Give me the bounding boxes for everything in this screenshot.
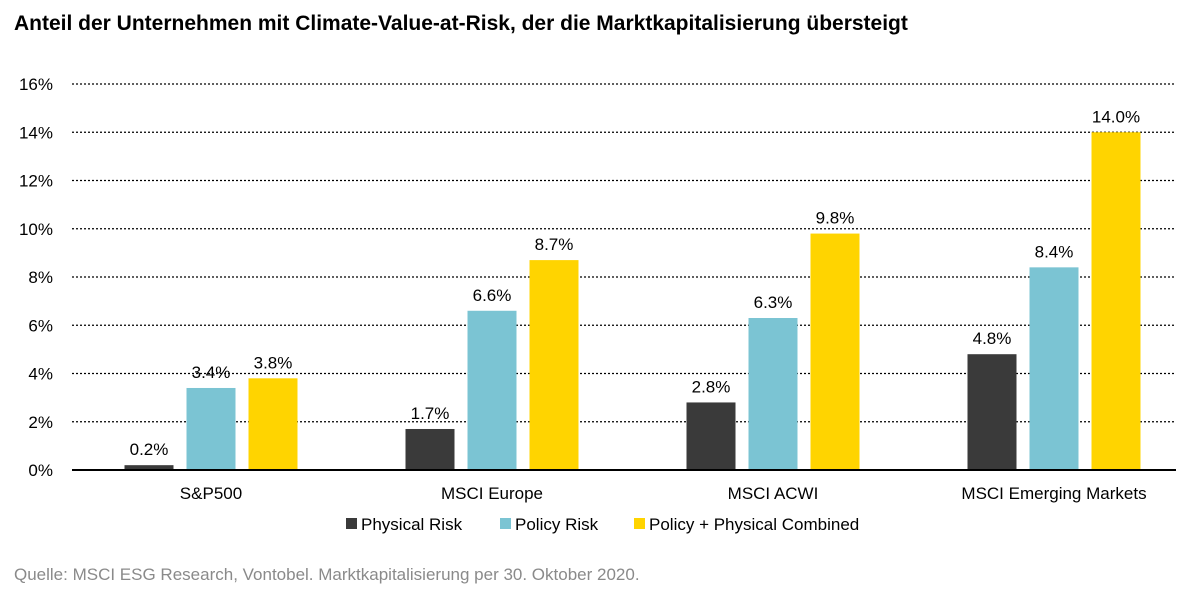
legend-swatch [500,518,511,529]
bar [1091,132,1141,470]
data-label: 14.0% [1092,107,1140,126]
chart-title: Anteil der Unternehmen mit Climate-Value… [14,12,908,35]
data-label: 8.7% [535,235,574,254]
y-tick-label: 2% [28,413,53,432]
data-label: 6.6% [473,286,512,305]
data-label: 8.4% [1035,242,1074,261]
bar [405,428,455,470]
legend-label: Policy Risk [515,515,599,534]
data-label: 6.3% [754,293,793,312]
data-label: 3.8% [254,353,293,372]
x-tick-label: S&P500 [180,484,242,503]
legend-swatch [634,518,645,529]
data-label: 4.8% [973,329,1012,348]
bar [810,233,860,470]
y-tick-label: 12% [19,172,53,191]
y-tick-label: 14% [19,123,53,142]
data-label: 2.8% [692,377,731,396]
bar [467,310,517,470]
bar [686,402,736,470]
bar [186,387,236,470]
bar [1029,267,1079,470]
x-tick-label: MSCI Europe [441,484,543,503]
x-tick-label: MSCI ACWI [728,484,819,503]
source-note: Quelle: MSCI ESG Research, Vontobel. Mar… [14,565,640,584]
bar [124,465,174,470]
bar-chart: 0% 2% 4% 6% 8% 10% 12% 14% 16% 0.2% 3.4% 3.8% S&P500… [19,75,1176,534]
legend-label: Policy + Physical Combined [649,515,859,534]
y-tick-label: 10% [19,220,53,239]
bar [748,318,798,470]
bar [248,378,298,470]
data-label: 9.8% [816,209,855,228]
legend-swatch [346,518,357,529]
bar [529,260,579,470]
bar [967,354,1017,470]
y-tick-label: 8% [28,268,53,287]
data-label: 0.2% [130,440,169,459]
data-label: 3.4% [192,363,231,382]
y-tick-label: 16% [19,75,53,94]
y-tick-label: 4% [28,365,53,384]
data-label: 1.7% [411,404,450,423]
y-tick-label: 6% [28,316,53,335]
y-tick-label: 0% [28,461,53,480]
legend-label: Physical Risk [361,515,463,534]
x-tick-label: MSCI Emerging Markets [961,484,1146,503]
